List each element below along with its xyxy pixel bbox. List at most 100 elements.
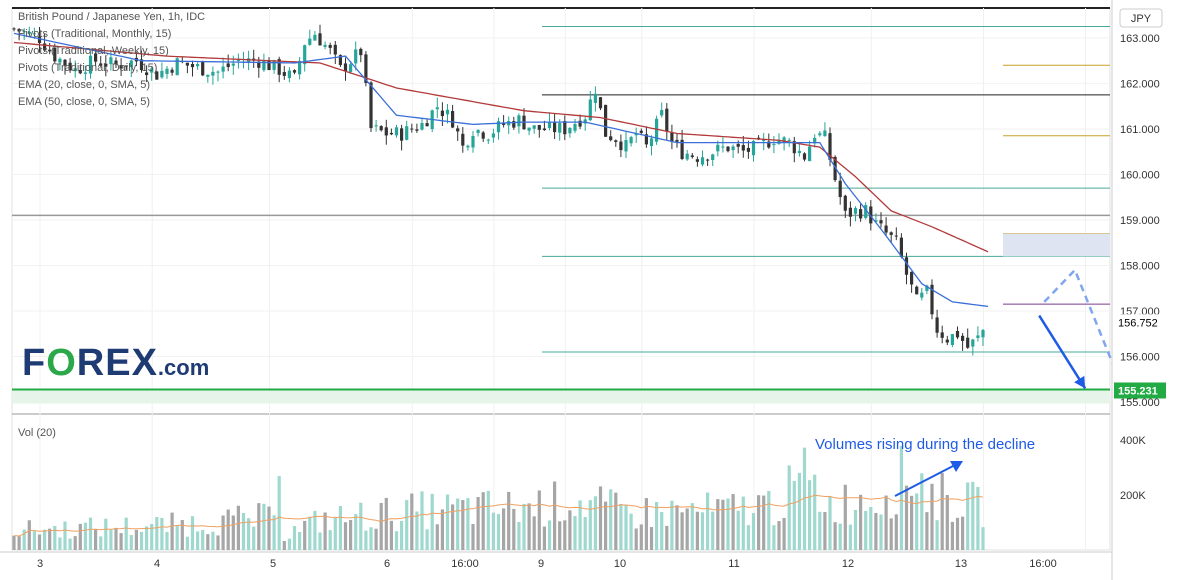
- candle-body-48: [257, 61, 261, 68]
- support-zone: [12, 389, 1110, 404]
- volume-bar-48: [257, 503, 261, 550]
- candle-body-130: [675, 139, 679, 142]
- x-tick-5: 9: [538, 558, 544, 570]
- volume-bar-144: [746, 525, 750, 550]
- volume-bar-139: [721, 499, 725, 550]
- x-tick-6: 10: [614, 558, 626, 570]
- volume-bar-99: [517, 521, 521, 550]
- projection-dashed-path: [1043, 267, 1122, 385]
- volume-bar-133: [690, 503, 694, 550]
- candle-body-60: [318, 33, 322, 46]
- volume-bar-174: [899, 445, 903, 550]
- volume-bar-168: [869, 506, 873, 550]
- candle-body-62: [328, 44, 332, 48]
- candle-body-110: [573, 124, 577, 131]
- indicator-monthly-pivots: Pivots (Traditional, Monthly, 15): [18, 28, 172, 40]
- candle-body-2: [22, 31, 26, 33]
- candle-body-108: [563, 121, 567, 135]
- volume-bar-32: [175, 525, 179, 550]
- volume-bar-166: [859, 494, 863, 550]
- volume-bar-158: [818, 511, 822, 550]
- candle-body-111: [578, 120, 582, 127]
- volume-bar-33: [180, 520, 184, 550]
- volume-bar-59: [313, 510, 317, 550]
- volume-bar-56: [298, 531, 302, 550]
- volume-bar-95: [496, 514, 501, 550]
- candle-body-141: [731, 146, 735, 151]
- volume-bar-173: [894, 514, 898, 550]
- volume-bar-49: [262, 503, 266, 550]
- candle-body-85: [445, 109, 450, 115]
- volume-bar-184: [950, 521, 954, 550]
- x-tick-8: 12: [842, 558, 854, 570]
- volume-bar-122: [634, 528, 638, 550]
- volume-bar-2: [22, 529, 26, 550]
- y-tick-0: 163.000: [1120, 33, 1160, 45]
- candle-body-39: [211, 71, 215, 76]
- candle-body-63: [333, 44, 337, 55]
- volume-bar-70: [369, 527, 373, 550]
- volume-bar-90: [471, 524, 475, 550]
- volume-bar-41: [221, 515, 225, 550]
- time-axis: 3 4 5 6 16:00 9 10 11 12 13 16:00: [0, 551, 1112, 570]
- volume-bar-31: [170, 512, 174, 550]
- candle-body-42: [226, 63, 230, 68]
- candle-body-155: [802, 153, 807, 160]
- candle-body-22: [124, 65, 128, 67]
- candle-body-7: [48, 49, 52, 52]
- volume-bar-157: [813, 474, 817, 550]
- candle-body-99: [517, 115, 521, 127]
- candle-body-124: [644, 134, 648, 145]
- volume-bar-189: [976, 486, 980, 550]
- volume-bar-185: [955, 517, 960, 550]
- candle-body-113: [588, 99, 592, 121]
- y-tick-1: 162.000: [1120, 78, 1160, 90]
- volume-bar-60: [318, 532, 322, 550]
- candle-body-184: [950, 334, 954, 345]
- candle-body-120: [624, 139, 628, 152]
- volume-bar-149: [772, 525, 776, 550]
- candle-body-4: [32, 33, 36, 35]
- volume-bar-71: [374, 528, 378, 550]
- volume-bar-4: [32, 531, 36, 550]
- candle-body-127: [660, 110, 664, 116]
- volume-bar-78: [410, 493, 414, 550]
- volume-bar-94: [491, 512, 495, 550]
- x-tick-10: 16:00: [1029, 558, 1057, 570]
- indicator-ema20: EMA (20, close, 0, SMA, 5): [18, 79, 151, 91]
- volume-arrow-shaft: [894, 464, 956, 497]
- volume-bar-43: [231, 515, 235, 550]
- candle-body-96: [502, 122, 506, 125]
- volume-bar-18: [104, 518, 108, 550]
- volume-bar-118: [614, 492, 618, 550]
- candle-body-40: [216, 71, 220, 73]
- candle-body-103: [537, 125, 541, 130]
- volume-bar-53: [282, 541, 286, 550]
- volume-bar-107: [558, 521, 562, 550]
- candle-body-101: [527, 127, 531, 131]
- candle-body-166: [859, 209, 863, 219]
- volume-bar-114: [593, 496, 597, 550]
- candle-body-15: [88, 55, 93, 74]
- volume-bar-105: [547, 520, 552, 550]
- volume-bar-91: [476, 496, 480, 550]
- candle-body-18: [104, 63, 108, 67]
- candle-body-109: [568, 128, 572, 134]
- candle-body-16: [94, 53, 98, 62]
- volume-bar-9: [58, 537, 62, 550]
- candle-body-11: [68, 62, 72, 71]
- volume-bar-140: [726, 498, 730, 550]
- volume-bar-172: [889, 518, 893, 550]
- volume-bar-165: [853, 509, 858, 550]
- candle-body-94: [491, 133, 495, 138]
- volume-bar-187: [966, 482, 970, 550]
- candle-body-104: [542, 128, 546, 131]
- logo-suffix: .com: [157, 355, 210, 380]
- support-price-bg: [1114, 382, 1166, 399]
- candle-body-149: [772, 144, 776, 146]
- candle-body-183: [945, 339, 949, 343]
- plot-frame: [11, 7, 1111, 551]
- volume-bar-111: [578, 500, 582, 550]
- candle-body-35: [190, 63, 195, 68]
- volume-bar-25: [139, 531, 144, 550]
